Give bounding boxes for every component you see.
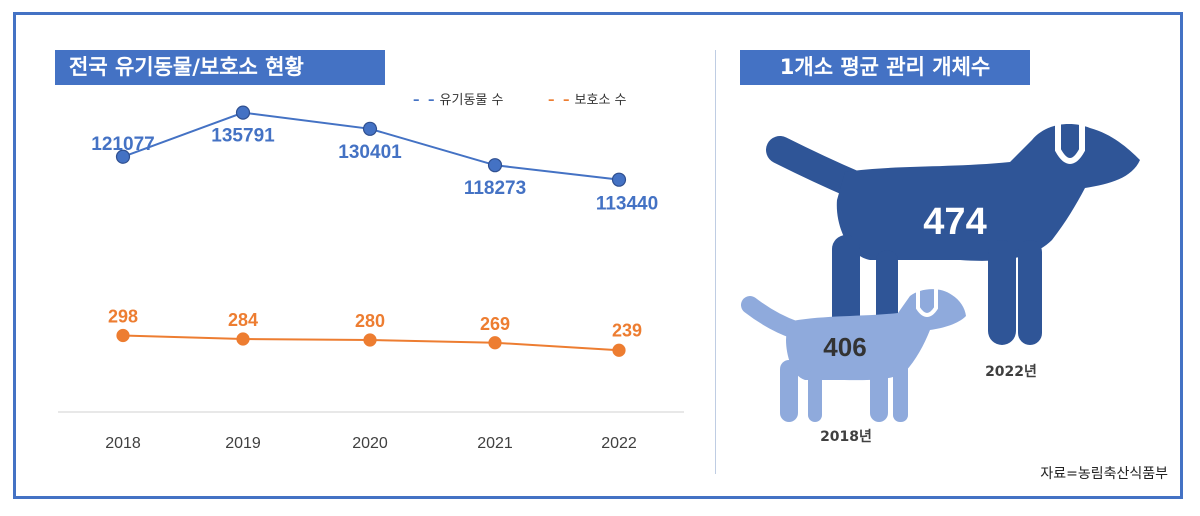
animals-point: [362, 121, 378, 136]
shelters-point: [116, 328, 130, 343]
animals-point: [115, 149, 131, 164]
animals-data-label: 130401: [338, 142, 402, 163]
small-dog-leg: [780, 360, 798, 422]
animals-point: [611, 172, 627, 187]
x-tick-label: 2019: [225, 435, 261, 452]
shelters-data-label: 280: [355, 311, 385, 331]
right-chart-title: 1개소 평균 관리 개체수: [740, 50, 1030, 85]
big-dog-body: [836, 124, 1140, 261]
big-dog-year: 2022년: [985, 364, 1037, 380]
shelters-data-label: 298: [108, 307, 138, 327]
shelters-point: [612, 343, 626, 357]
big-dog-icon: [766, 117, 1140, 345]
shelters-data-label: 284: [228, 310, 258, 330]
big-dog-value: 474: [923, 201, 986, 243]
legend-item-animals: – – 유기동물 수: [413, 89, 503, 108]
small-dog-year: 2018년: [820, 429, 872, 445]
small-dog-icon: [741, 288, 966, 422]
legend-swatch: – –: [413, 93, 437, 108]
legend-label: 유기동물 수: [439, 93, 504, 108]
animals-data-label: 121077: [91, 134, 154, 155]
x-tick-label: 2018: [105, 435, 141, 452]
big-dog-ear: [1055, 117, 1085, 164]
small-dog-leg: [893, 362, 908, 422]
big-dog-leg: [988, 240, 1016, 345]
big-dog-leg: [1018, 240, 1042, 345]
shelters-data-label: 239: [612, 320, 642, 340]
shelters-point: [236, 332, 250, 346]
source-note: 자료=농림축산식품부: [1040, 466, 1168, 482]
x-tick-label: 2021: [477, 435, 513, 452]
small-dog-ear: [916, 288, 938, 317]
animals-data-label: 135791: [211, 126, 275, 147]
x-tick-label: 2020: [352, 435, 388, 452]
left-chart-title: 전국 유기동물/보호소 현황: [55, 50, 385, 85]
shelters-point: [488, 336, 502, 350]
shelters-point: [363, 333, 377, 347]
legend-item-shelters: – – 보호소 수: [548, 89, 627, 108]
animals-data-label: 118273: [464, 178, 526, 199]
animals-data-label: 113440: [596, 194, 658, 215]
animals-point: [235, 105, 251, 120]
legend-swatch: – –: [548, 93, 572, 108]
small-dog-value: 406: [823, 332, 866, 362]
small-dog-leg: [808, 370, 822, 422]
legend-label: 보호소 수: [574, 93, 627, 108]
small-dog-leg: [870, 362, 888, 422]
shelters-data-label: 269: [480, 314, 510, 334]
x-tick-label: 2022: [601, 435, 637, 452]
animals-point: [487, 158, 503, 173]
panel-divider: [715, 50, 716, 474]
